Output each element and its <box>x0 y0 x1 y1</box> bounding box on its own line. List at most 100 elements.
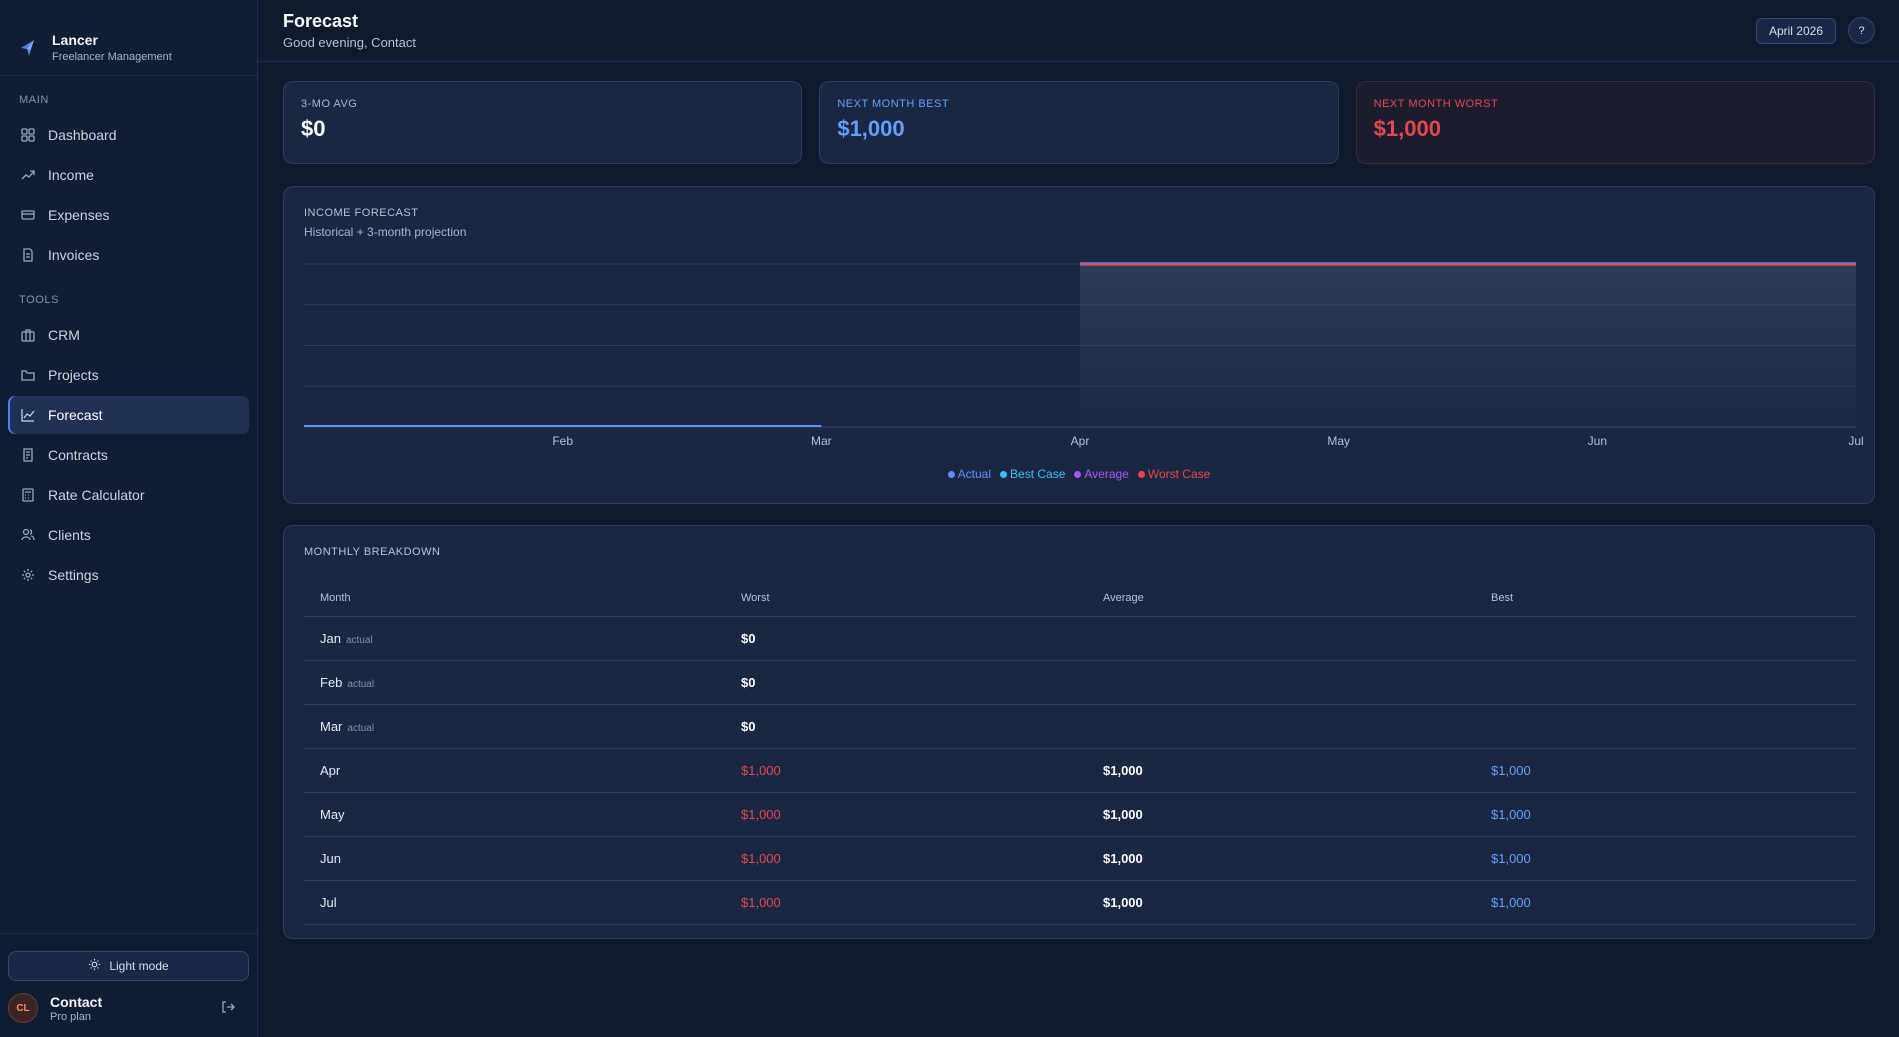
sidebar-item-dashboard[interactable]: Dashboard <box>8 116 249 154</box>
cell-month: Jul <box>304 895 741 910</box>
sidebar-item-label: Settings <box>48 567 99 583</box>
actual-tag: actual <box>347 679 375 690</box>
legend-label: Average <box>1084 467 1129 481</box>
legend-dot-icon <box>1074 470 1082 478</box>
table-row: Jul $1,000 $1,000 $1,000 <box>304 881 1857 925</box>
page-title: Forecast <box>283 11 359 31</box>
sidebar-item-label: CRM <box>48 327 80 343</box>
chart-title: INCOME FORECAST <box>304 207 419 219</box>
table-row: Mar actual $0 <box>304 705 1857 749</box>
cell-best: $1,000 <box>1491 895 1531 910</box>
stat-label: NEXT MONTH BEST <box>837 98 950 110</box>
sidebar-item-label: Contracts <box>48 447 108 463</box>
logout-icon[interactable] <box>221 1000 241 1017</box>
trending-up-icon <box>20 167 36 183</box>
sidebar-item-contracts[interactable]: Contracts <box>8 436 249 474</box>
sidebar-item-income[interactable]: Income <box>8 156 249 194</box>
cell-month: Jan actual <box>304 631 741 646</box>
sidebar-item-label: Rate Calculator <box>48 487 145 503</box>
main-content: Forecast Good evening, Contact April 202… <box>258 0 1899 1037</box>
chart-subtitle: Historical + 3-month projection <box>304 225 467 239</box>
month-name: Jan <box>320 631 341 646</box>
cell-worst: $1,000 <box>741 851 781 866</box>
sidebar-item-crm[interactable]: CRM <box>8 316 249 354</box>
cell-month: May <box>304 807 741 822</box>
nav-main-section: MAIN Dashboard Income Expenses Invoices … <box>0 76 257 594</box>
lancer-logo-icon <box>18 37 40 59</box>
month-name: Mar <box>320 719 343 734</box>
legend-item[interactable]: Actual <box>947 467 992 481</box>
cell-month: Mar actual <box>304 719 741 734</box>
line-chart-icon <box>20 407 36 423</box>
document-icon <box>20 247 36 263</box>
cell-worst: $0 <box>741 631 756 646</box>
month-selector-button[interactable]: April 2026 <box>1755 17 1836 44</box>
column-header-worst: Worst <box>741 592 770 604</box>
light-mode-button[interactable]: Light mode <box>8 951 249 981</box>
column-header-month: Month <box>320 592 351 604</box>
user-plan: Pro plan <box>50 1010 91 1023</box>
sidebar-item-expenses[interactable]: Expenses <box>8 196 249 234</box>
sidebar-item-label: Clients <box>48 527 91 543</box>
x-tick-label: Jun <box>1588 434 1607 448</box>
cell-average: $1,000 <box>1103 895 1143 910</box>
x-tick-label: Apr <box>1071 434 1090 448</box>
sidebar-item-projects[interactable]: Projects <box>8 356 249 394</box>
x-tick-label: Feb <box>552 434 573 448</box>
table-header-row: Month Worst Average Best <box>304 580 1857 617</box>
sidebar-item-label: Forecast <box>48 407 103 423</box>
sidebar-item-forecast[interactable]: Forecast <box>8 396 249 434</box>
actual-tag: actual <box>345 635 373 646</box>
cell-month: Jun <box>304 851 741 866</box>
users-icon <box>20 527 36 543</box>
brand[interactable]: Lancer Freelancer Management <box>0 0 257 76</box>
table-row: Jan actual $0 <box>304 617 1857 661</box>
avatar[interactable]: CL <box>8 993 38 1023</box>
cell-best: $1,000 <box>1491 763 1531 778</box>
stat-card-next-month-worst: NEXT MONTH WORST $1,000 <box>1355 81 1875 164</box>
cell-worst: $1,000 <box>741 763 781 778</box>
stat-value: $1,000 <box>1373 116 1441 141</box>
monthly-breakdown-table: Month Worst Average Best Jan actual $0 Feb a… <box>304 580 1857 925</box>
cell-worst: $0 <box>741 719 756 734</box>
brand-name: Lancer <box>52 32 98 48</box>
folder-icon <box>20 367 36 383</box>
card-icon <box>20 207 36 223</box>
sidebar-item-invoices[interactable]: Invoices <box>8 236 249 274</box>
legend-item[interactable]: Best Case <box>1000 467 1065 481</box>
sidebar-item-label: Projects <box>48 367 99 383</box>
table-row: May $1,000 $1,000 $1,000 <box>304 793 1857 837</box>
x-tick-label: Jul <box>1848 434 1863 448</box>
briefcase-icon <box>20 327 36 343</box>
contract-icon <box>20 447 36 463</box>
light-mode-label: Light mode <box>109 959 169 973</box>
user-profile: CL Contact Pro plan <box>8 993 249 1023</box>
brand-subtitle: Freelancer Management <box>52 51 172 63</box>
legend-label: Actual <box>957 467 992 481</box>
sidebar-item-label: Income <box>48 167 94 183</box>
column-header-average: Average <box>1103 592 1144 604</box>
page-header: Forecast Good evening, Contact April 202… <box>258 0 1899 62</box>
sidebar-item-label: Expenses <box>48 207 110 223</box>
cell-month: Apr <box>304 763 741 778</box>
month-name: Feb <box>320 675 343 690</box>
grid-icon <box>20 127 36 143</box>
nav-main-title: MAIN <box>19 94 49 106</box>
sidebar-item-label: Dashboard <box>48 127 117 143</box>
actual-tag: actual <box>347 723 375 734</box>
cell-best: $1,000 <box>1491 851 1531 866</box>
sidebar-item-clients[interactable]: Clients <box>8 516 249 554</box>
gear-icon <box>20 567 36 583</box>
cell-month: Feb actual <box>304 675 741 690</box>
legend-label: Worst Case <box>1147 467 1211 481</box>
cell-worst: $1,000 <box>741 895 781 910</box>
stat-value: $1,000 <box>837 116 905 141</box>
month-name: Apr <box>320 763 341 778</box>
sidebar-item-settings[interactable]: Settings <box>8 556 249 594</box>
legend-item[interactable]: Worst Case <box>1137 467 1211 481</box>
sidebar-item-rate-calculator[interactable]: Rate Calculator <box>8 476 249 514</box>
legend-item[interactable]: Average <box>1074 467 1129 481</box>
stat-card-3mo-avg: 3-MO AVG $0 <box>283 81 803 164</box>
help-button[interactable]: ? <box>1848 17 1875 44</box>
user-name: Contact <box>50 993 103 1010</box>
